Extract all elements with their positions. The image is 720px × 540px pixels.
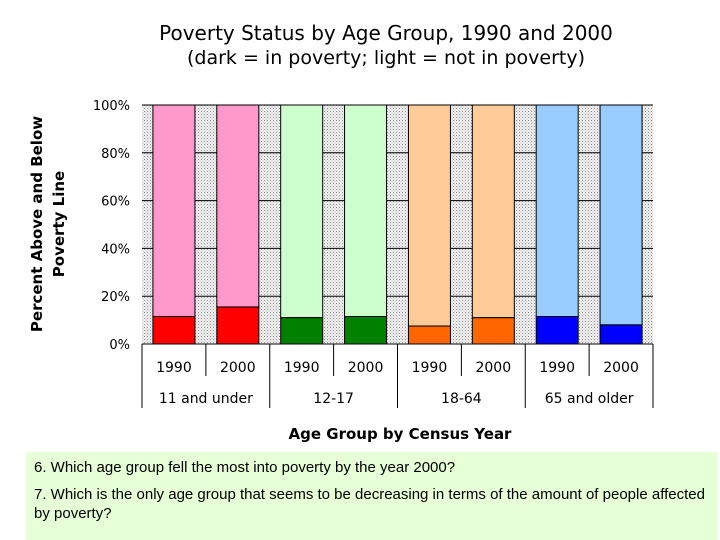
chart-subtitle: (dark = in poverty; light = not in pover…: [187, 47, 585, 69]
y-tick-label: 0%: [109, 338, 130, 353]
y-tick-label: 20%: [101, 290, 130, 305]
bar-not-in-poverty: [407, 104, 451, 327]
bar-in-poverty: [280, 317, 324, 345]
bar-in-poverty: [344, 316, 388, 345]
bar-in-poverty: [152, 316, 196, 345]
y-tick-label: 40%: [101, 242, 130, 257]
x-axis-label: Age Group by Census Year: [289, 425, 513, 443]
group-label: 11 and under: [159, 391, 253, 407]
bar-in-poverty: [407, 325, 451, 345]
x-tick-label: 1990: [412, 360, 448, 376]
category-table: [141, 344, 654, 408]
question-7: 7. Which is the only age group that seem…: [34, 486, 705, 522]
group-label: 18-64: [441, 391, 482, 407]
bar-not-in-poverty: [280, 104, 324, 319]
questions-panel: 6. Which age group fell the most into po…: [26, 452, 718, 540]
bar-not-in-poverty: [216, 104, 260, 308]
bar-not-in-poverty: [344, 104, 388, 318]
x-tick-label: 1990: [539, 360, 575, 376]
x-tick-label: 2000: [220, 360, 256, 376]
y-axis-label-line2: Poverty Line: [50, 171, 68, 277]
y-axis-label-line1: Percent Above and Below: [28, 116, 46, 332]
x-tick-label: 1990: [156, 360, 192, 376]
question-6: 6. Which age group fell the most into po…: [34, 459, 456, 476]
group-label: 65 and older: [545, 391, 634, 407]
y-tick-label: 100%: [93, 99, 130, 114]
y-tick-label: 60%: [101, 195, 130, 210]
x-tick-label: 2000: [603, 360, 639, 376]
bar-not-in-poverty: [599, 104, 643, 326]
bar-in-poverty: [535, 316, 579, 345]
x-tick-label: 1990: [284, 360, 320, 376]
y-tick-label: 80%: [101, 147, 130, 162]
x-tick-label: 2000: [348, 360, 384, 376]
chart-title: Poverty Status by Age Group, 1990 and 20…: [159, 21, 613, 45]
group-label: 12-17: [313, 391, 354, 407]
poverty-chart: Poverty Status by Age Group, 1990 and 20…: [28, 21, 654, 443]
bar-in-poverty: [599, 324, 643, 345]
bar-not-in-poverty: [535, 104, 579, 318]
bar-not-in-poverty: [152, 104, 196, 318]
bar-in-poverty: [216, 306, 260, 345]
bar-in-poverty: [471, 317, 515, 345]
bar-not-in-poverty: [471, 104, 515, 319]
x-tick-label: 2000: [475, 360, 511, 376]
